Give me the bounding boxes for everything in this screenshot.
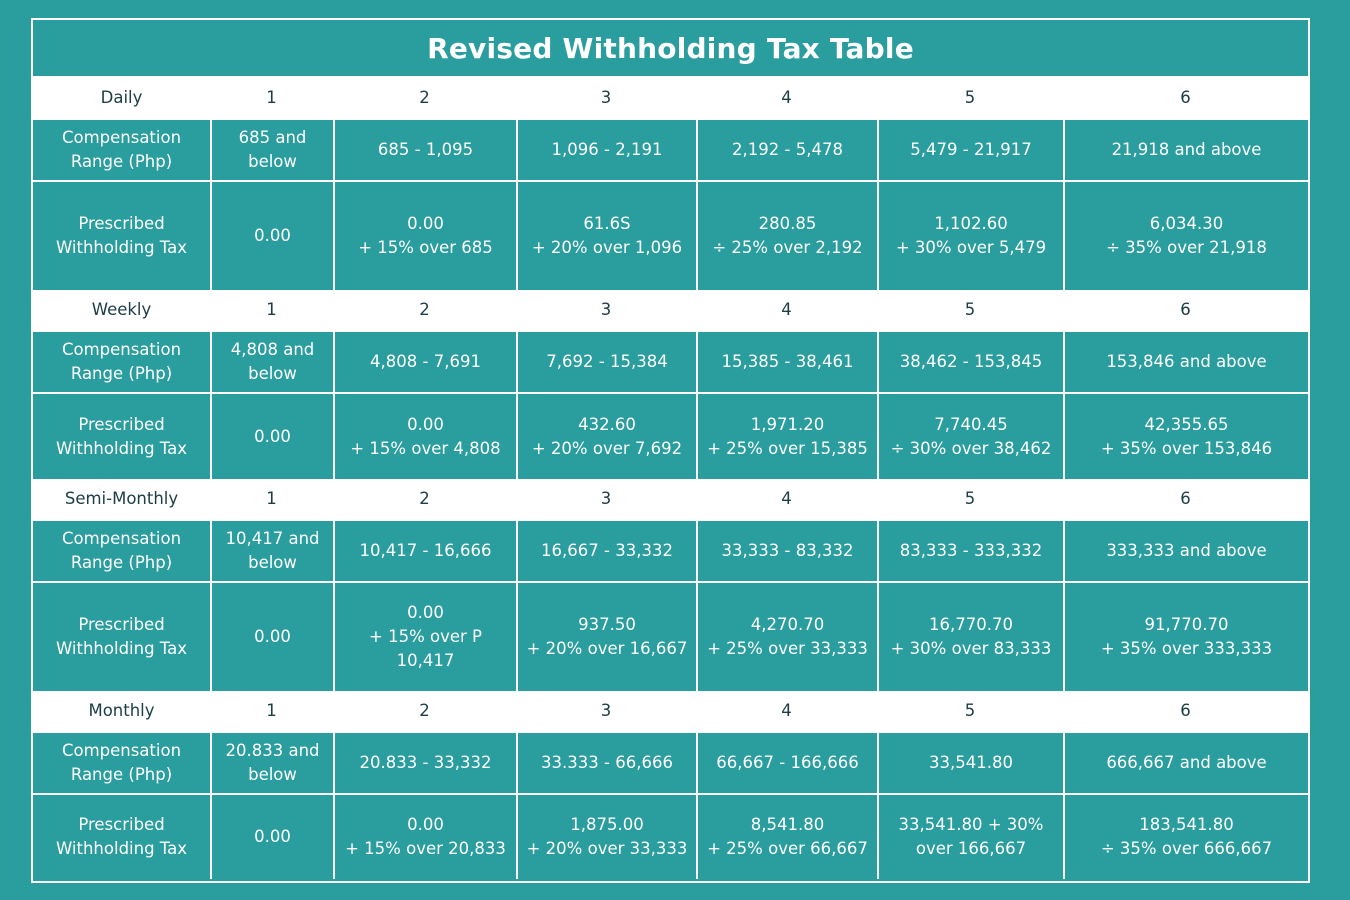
table-cell: 16,770.70 + 30% over 83,333 <box>877 583 1063 691</box>
table-cell: 0.00 + 15% over 20,833 <box>333 795 516 879</box>
row-label: Compensation Range (Php) <box>61 741 182 784</box>
table-cell: 666,667 and above <box>1063 733 1308 793</box>
table-cell: 4,808 and below <box>210 332 333 392</box>
tax-row: Prescribed Withholding Tax 0.00 0.00 + 1… <box>33 180 1308 290</box>
table-cell: 0.00 + 15% over 4,808 <box>333 394 516 479</box>
table-cell: 42,355.65 + 35% over 153,846 <box>1063 394 1308 479</box>
row-label: Prescribed Withholding Tax <box>55 214 188 257</box>
table-cell: 4,270.70 + 25% over 33,333 <box>696 583 877 691</box>
bracket-number: 3 <box>600 88 612 107</box>
tax-row: Prescribed Withholding Tax 0.00 0.00 + 1… <box>33 581 1308 691</box>
compensation-row: Compensation Range (Php) 10,417 and belo… <box>33 519 1308 581</box>
tax-row: Prescribed Withholding Tax 0.00 0.00 + 1… <box>33 793 1308 879</box>
bracket-number: 1 <box>266 300 277 319</box>
section-header-monthly: Monthly 1 2 3 4 5 6 <box>33 691 1308 731</box>
compensation-row: Compensation Range (Php) 4,808 and below… <box>33 330 1308 392</box>
bracket-number: 6 <box>1180 88 1191 107</box>
section-header-weekly: Weekly 1 2 3 4 5 6 <box>33 290 1308 330</box>
table-cell: 10,417 - 16,666 <box>333 521 516 581</box>
row-label: Prescribed Withholding Tax <box>55 615 188 658</box>
period-label: Semi-Monthly <box>64 489 179 508</box>
table-cell: 20.833 and below <box>210 733 333 793</box>
table-cell: 280.85 ÷ 25% over 2,192 <box>696 182 877 290</box>
period-label: Daily <box>100 88 143 107</box>
table-cell: 8,541.80 + 25% over 66,667 <box>696 795 877 879</box>
table-cell: 83,333 - 333,332 <box>877 521 1063 581</box>
bracket-number: 4 <box>781 88 792 107</box>
table-cell: 91,770.70 + 35% over 333,333 <box>1063 583 1308 691</box>
period-label: Weekly <box>91 300 152 319</box>
table-cell: 685 - 1,095 <box>333 120 516 180</box>
table-cell: 61.6S + 20% over 1,096 <box>516 182 696 290</box>
bracket-number: 1 <box>266 489 277 508</box>
compensation-row: Compensation Range (Php) 20.833 and belo… <box>33 731 1308 793</box>
table-cell: 20.833 - 33,332 <box>333 733 516 793</box>
table-cell: 333,333 and above <box>1063 521 1308 581</box>
bracket-number: 3 <box>600 701 612 720</box>
table-cell: 1,096 - 2,191 <box>516 120 696 180</box>
row-label: Compensation Range (Php) <box>61 340 182 383</box>
table-cell: 0.00 + 15% over 685 <box>333 182 516 290</box>
page-title: Revised Withholding Tax Table <box>33 20 1308 78</box>
table-cell: 38,462 - 153,845 <box>877 332 1063 392</box>
table-cell: 1,102.60 + 30% over 5,479 <box>877 182 1063 290</box>
table-cell: 1,875.00 + 20% over 33,333 <box>516 795 696 879</box>
table-cell: 6,034.30 ÷ 35% over 21,918 <box>1063 182 1308 290</box>
table-cell: 33,541.80 + 30% over 166,667 <box>877 795 1063 879</box>
bracket-number: 1 <box>266 701 277 720</box>
bracket-number: 4 <box>781 701 792 720</box>
table-cell: 15,385 - 38,461 <box>696 332 877 392</box>
bracket-number: 5 <box>964 300 976 319</box>
table-cell: 685 and below <box>210 120 333 180</box>
bracket-number: 6 <box>1180 300 1191 319</box>
table-cell: 21,918 and above <box>1063 120 1308 180</box>
bracket-number: 2 <box>419 701 430 720</box>
table-cell: 0.00 <box>210 182 333 290</box>
row-label: Compensation Range (Php) <box>61 128 182 171</box>
table-cell: 33,541.80 <box>877 733 1063 793</box>
row-label: Compensation Range (Php) <box>61 529 182 572</box>
table-cell: 0.00 <box>210 583 333 691</box>
bracket-number: 2 <box>419 88 430 107</box>
row-label: Prescribed Withholding Tax <box>55 815 188 858</box>
table-cell: 0.00 + 15% over P 10,417 <box>333 583 516 691</box>
table-cell: 33.333 - 66,666 <box>516 733 696 793</box>
bracket-number: 5 <box>964 489 976 508</box>
bracket-number: 5 <box>964 701 976 720</box>
table-cell: 183,541.80 ÷ 35% over 666,667 <box>1063 795 1308 879</box>
tax-table: Revised Withholding Tax Table Daily 1 2 … <box>31 18 1310 883</box>
bracket-number: 3 <box>600 300 612 319</box>
bracket-number: 3 <box>600 489 612 508</box>
table-cell: 16,667 - 33,332 <box>516 521 696 581</box>
table-cell: 432.60 + 20% over 7,692 <box>516 394 696 479</box>
table-cell: 0.00 <box>210 394 333 479</box>
row-label: Prescribed Withholding Tax <box>55 414 188 458</box>
bracket-number: 5 <box>964 88 976 107</box>
table-cell: 66,667 - 166,666 <box>696 733 877 793</box>
table-cell: 2,192 - 5,478 <box>696 120 877 180</box>
table-cell: 33,333 - 83,332 <box>696 521 877 581</box>
table-cell: 1,971.20 + 25% over 15,385 <box>696 394 877 479</box>
compensation-row: Compensation Range (Php) 685 and below 6… <box>33 118 1308 180</box>
bracket-number: 2 <box>419 489 430 508</box>
bracket-number: 6 <box>1180 701 1191 720</box>
table-cell: 7,692 - 15,384 <box>516 332 696 392</box>
bracket-number: 2 <box>419 300 430 319</box>
bracket-number: 6 <box>1180 489 1191 508</box>
section-header-daily: Daily 1 2 3 4 5 6 <box>33 78 1308 118</box>
table-cell: 10,417 and below <box>210 521 333 581</box>
table-cell: 937.50 + 20% over 16,667 <box>516 583 696 691</box>
bracket-number: 1 <box>266 88 277 107</box>
bracket-number: 4 <box>781 489 792 508</box>
section-header-semi-monthly: Semi-Monthly 1 2 3 4 5 6 <box>33 479 1308 519</box>
table-cell: 153,846 and above <box>1063 332 1308 392</box>
tax-row: Prescribed Withholding Tax 0.00 0.00 + 1… <box>33 392 1308 479</box>
period-label: Monthly <box>88 701 155 720</box>
table-cell: 7,740.45 ÷ 30% over 38,462 <box>877 394 1063 479</box>
table-cell: 4,808 - 7,691 <box>333 332 516 392</box>
table-cell: 0.00 <box>210 795 333 879</box>
bracket-number: 4 <box>781 300 792 319</box>
table-cell: 5,479 - 21,917 <box>877 120 1063 180</box>
